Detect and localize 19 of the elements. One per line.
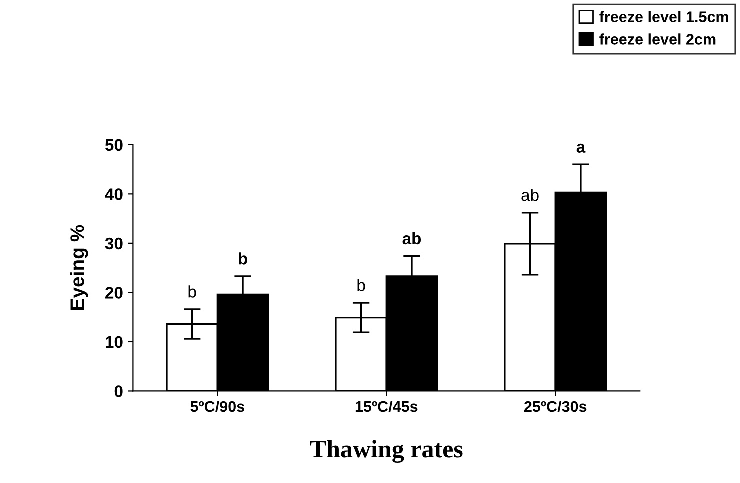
x-tick-label: 15ºC/45s [356, 400, 418, 412]
x-axis-title: Thawing rates [310, 440, 463, 464]
x-tick-label: 5ºC/90s [190, 400, 244, 412]
y-axis-title: Eyeing % [70, 225, 88, 310]
y-tick-label: 30 [105, 238, 123, 250]
annotation: a [576, 144, 586, 153]
annotation: b [358, 279, 366, 292]
annotation: ab [522, 189, 539, 202]
y-tick-label: 0 [114, 386, 123, 398]
legend-label: freeze level 1.5cm [600, 11, 728, 22]
annotation: b [188, 286, 196, 298]
y-tick-label: 10 [106, 336, 123, 348]
annotation: b [239, 252, 248, 265]
y-tick-label: 50 [105, 139, 123, 152]
y-tick-label: 20 [106, 287, 123, 299]
x-tick-label: 25ºC/30s [524, 400, 587, 412]
annotation: ab [402, 232, 422, 245]
legend-label: freeze level 2cm [600, 34, 716, 45]
y-tick-label: 40 [105, 188, 123, 200]
